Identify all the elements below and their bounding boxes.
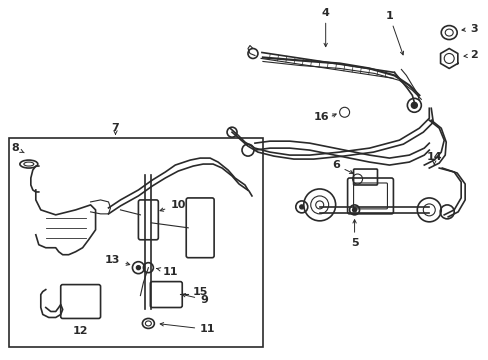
Circle shape [410, 102, 416, 108]
Text: 8: 8 [11, 143, 24, 153]
Text: 14: 14 [426, 152, 441, 162]
Text: 9: 9 [182, 293, 207, 305]
Text: 2: 2 [463, 50, 477, 60]
Circle shape [299, 205, 303, 209]
Text: 15: 15 [192, 287, 207, 297]
Text: 13: 13 [105, 255, 129, 265]
Text: 10: 10 [160, 200, 185, 211]
Circle shape [352, 208, 356, 212]
Bar [9, 138, 263, 347]
Text: 16: 16 [313, 112, 329, 122]
Text: 11: 11 [156, 267, 178, 276]
Text: 3: 3 [461, 24, 477, 33]
Text: 12: 12 [73, 327, 88, 336]
Text: 5: 5 [350, 220, 358, 248]
Text: 7: 7 [111, 123, 119, 133]
Text: 11: 11 [160, 323, 215, 334]
Circle shape [136, 266, 140, 270]
Text: 6: 6 [331, 160, 352, 174]
Text: 4: 4 [321, 8, 329, 47]
Text: 1: 1 [385, 11, 403, 55]
